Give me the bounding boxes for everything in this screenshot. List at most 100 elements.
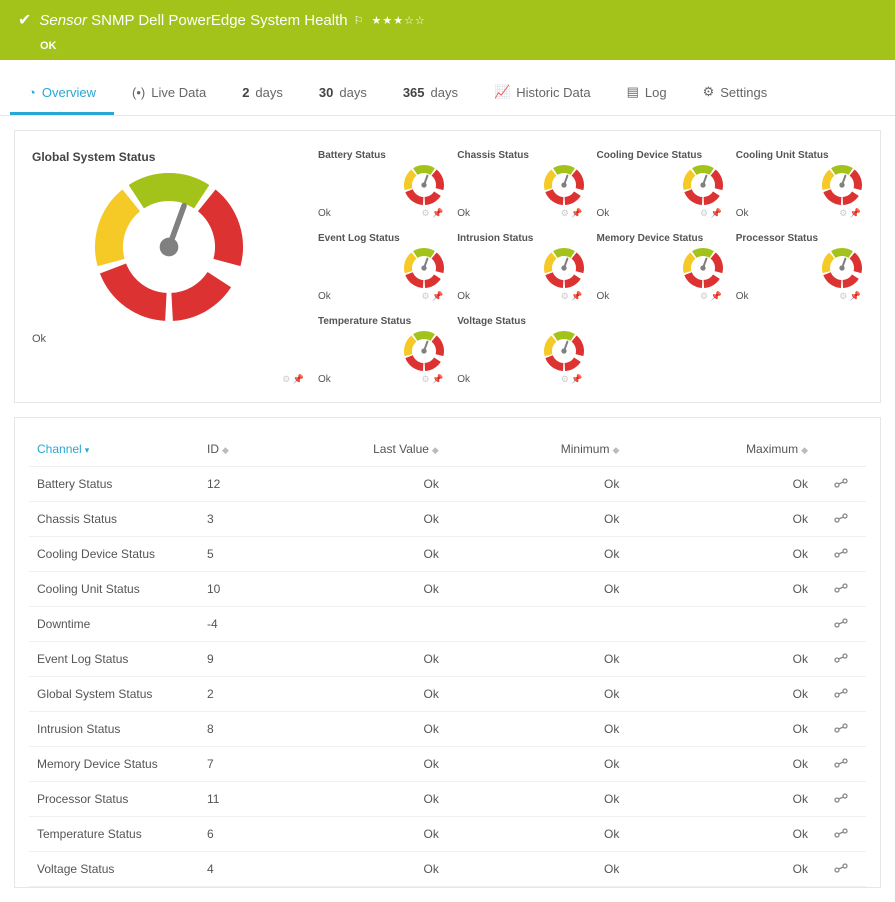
- table-row: Cooling Device Status 5 Ok Ok Ok: [29, 537, 866, 572]
- cell-last: Ok: [249, 572, 447, 607]
- tab-overview[interactable]: ◔Overview: [10, 72, 114, 115]
- flag-icon[interactable]: ⚐: [354, 14, 364, 27]
- cell-min: Ok: [447, 677, 628, 712]
- row-settings-icon[interactable]: [834, 656, 848, 665]
- gauge-processor-status[interactable]: Processor Status Ok ⚙ 📌: [733, 228, 866, 305]
- gauge-title: Cooling Unit Status: [736, 150, 863, 162]
- gauge-tools-icon[interactable]: ⚙ 📌: [839, 208, 861, 219]
- gauge-title: Cooling Device Status: [597, 150, 724, 162]
- tab-30-days[interactable]: 30days: [301, 72, 385, 115]
- cell-channel[interactable]: Temperature Status: [29, 817, 199, 852]
- cell-last: Ok: [249, 677, 447, 712]
- row-settings-icon[interactable]: [834, 831, 848, 840]
- tab-settings[interactable]: ⚙Settings: [685, 72, 786, 115]
- row-settings-icon[interactable]: [834, 551, 848, 560]
- cell-channel[interactable]: Cooling Device Status: [29, 537, 199, 572]
- row-settings-icon[interactable]: [834, 516, 848, 525]
- th-min-label: Minimum: [561, 442, 610, 456]
- cell-min: Ok: [447, 747, 628, 782]
- tab-365-days[interactable]: 365days: [385, 72, 476, 115]
- cell-min: Ok: [447, 817, 628, 852]
- row-settings-icon[interactable]: [834, 691, 848, 700]
- row-settings-icon[interactable]: [834, 726, 848, 735]
- page-header: ✔ Sensor SNMP Dell PowerEdge System Heal…: [0, 0, 895, 40]
- th-max-label: Maximum: [746, 442, 798, 456]
- tab-365-n: 365: [403, 85, 425, 100]
- gauge-cooling-unit-status[interactable]: Cooling Unit Status Ok ⚙ 📌: [733, 145, 866, 222]
- table-row: Downtime -4: [29, 607, 866, 642]
- row-settings-icon[interactable]: [834, 481, 848, 490]
- cell-min: Ok: [447, 642, 628, 677]
- gauge-event-log-status[interactable]: Event Log Status Ok ⚙ 📌: [315, 228, 448, 305]
- cell-channel[interactable]: Global System Status: [29, 677, 199, 712]
- tab-2-days[interactable]: 2days: [224, 72, 301, 115]
- cell-channel[interactable]: Chassis Status: [29, 502, 199, 537]
- th-channel-label: Channel: [37, 442, 82, 456]
- gauge-title: Event Log Status: [318, 233, 445, 245]
- tab-bar: ◔Overview (•)Live Data 2days 30days 365d…: [0, 72, 895, 116]
- row-settings-icon[interactable]: [834, 866, 848, 875]
- sensor-name: SNMP Dell PowerEdge System Health: [91, 12, 348, 29]
- gauge-title: Intrusion Status: [457, 233, 584, 245]
- gauge-tools-icon[interactable]: ⚙ 📌: [700, 208, 722, 219]
- row-settings-icon[interactable]: [834, 796, 848, 805]
- gauge-tools-icon[interactable]: ⚙ 📌: [700, 291, 722, 302]
- gauge-tools-icon[interactable]: ⚙ 📌: [561, 208, 583, 219]
- table-row: Event Log Status 9 Ok Ok Ok: [29, 642, 866, 677]
- cell-channel[interactable]: Memory Device Status: [29, 747, 199, 782]
- rating-stars[interactable]: ★★★☆☆: [371, 14, 425, 27]
- gauge-tools-icon[interactable]: ⚙ 📌: [561, 291, 583, 302]
- sensor-label: Sensor: [39, 12, 87, 29]
- th-channel[interactable]: Channel▾: [29, 432, 199, 467]
- table-row: Temperature Status 6 Ok Ok Ok: [29, 817, 866, 852]
- table-row: Intrusion Status 8 Ok Ok Ok: [29, 712, 866, 747]
- gauge-tools-icon[interactable]: ⚙ 📌: [421, 208, 443, 219]
- gauge-memory-device-status[interactable]: Memory Device Status Ok ⚙ 📌: [594, 228, 727, 305]
- gauge-temperature-status[interactable]: Temperature Status Ok ⚙ 📌: [315, 311, 448, 388]
- cell-channel[interactable]: Processor Status: [29, 782, 199, 817]
- cell-last: [249, 607, 447, 642]
- gauge-tools-icon[interactable]: ⚙ 📌: [421, 374, 443, 385]
- gauge-icon: ◔: [28, 85, 36, 100]
- sort-icon: ◆: [612, 445, 619, 455]
- cell-last: Ok: [249, 712, 447, 747]
- th-max[interactable]: Maximum◆: [627, 432, 816, 467]
- gauge-tools-icon[interactable]: ⚙ 📌: [421, 291, 443, 302]
- tab-30-n: 30: [319, 85, 333, 100]
- gauge-graphic: [457, 247, 584, 289]
- gauge-tools-icon[interactable]: ⚙ 📌: [561, 374, 583, 385]
- status-check-icon: ✔: [18, 10, 31, 30]
- gear-icon: ⚙: [703, 84, 715, 100]
- table-row: Chassis Status 3 Ok Ok Ok: [29, 502, 866, 537]
- th-id[interactable]: ID◆: [199, 432, 249, 467]
- th-min[interactable]: Minimum◆: [447, 432, 628, 467]
- cell-channel[interactable]: Event Log Status: [29, 642, 199, 677]
- row-settings-icon[interactable]: [834, 586, 848, 595]
- gauge-voltage-status[interactable]: Voltage Status Ok ⚙ 📌: [454, 311, 587, 388]
- gauge-tools-icon[interactable]: ⚙ 📌: [839, 291, 861, 302]
- gauge-global-system-status[interactable]: Global System Status Ok ⚙ 📌: [29, 145, 309, 388]
- cell-channel[interactable]: Intrusion Status: [29, 712, 199, 747]
- gauge-battery-status[interactable]: Battery Status Ok ⚙ 📌: [315, 145, 448, 222]
- cell-id: 2: [199, 677, 249, 712]
- cell-min: Ok: [447, 712, 628, 747]
- row-settings-icon[interactable]: [834, 761, 848, 770]
- cell-last: Ok: [249, 817, 447, 852]
- gauge-cooling-device-status[interactable]: Cooling Device Status Ok ⚙ 📌: [594, 145, 727, 222]
- tab-log[interactable]: ▤Log: [609, 72, 685, 115]
- cell-channel[interactable]: Battery Status: [29, 467, 199, 502]
- th-last-label: Last Value: [373, 442, 429, 456]
- th-last[interactable]: Last Value◆: [249, 432, 447, 467]
- tab-live-data[interactable]: (•)Live Data: [114, 72, 224, 115]
- cell-channel[interactable]: Voltage Status: [29, 852, 199, 887]
- gauge-chassis-status[interactable]: Chassis Status Ok ⚙ 📌: [454, 145, 587, 222]
- gauge-tools-icon[interactable]: ⚙ 📌: [282, 374, 304, 385]
- row-settings-icon[interactable]: [834, 621, 848, 630]
- cell-id: 4: [199, 852, 249, 887]
- cell-channel[interactable]: Cooling Unit Status: [29, 572, 199, 607]
- cell-channel[interactable]: Downtime: [29, 607, 199, 642]
- tab-historic[interactable]: 📈Historic Data: [476, 72, 609, 115]
- cell-id: 7: [199, 747, 249, 782]
- gauge-graphic: [736, 164, 863, 206]
- gauge-intrusion-status[interactable]: Intrusion Status Ok ⚙ 📌: [454, 228, 587, 305]
